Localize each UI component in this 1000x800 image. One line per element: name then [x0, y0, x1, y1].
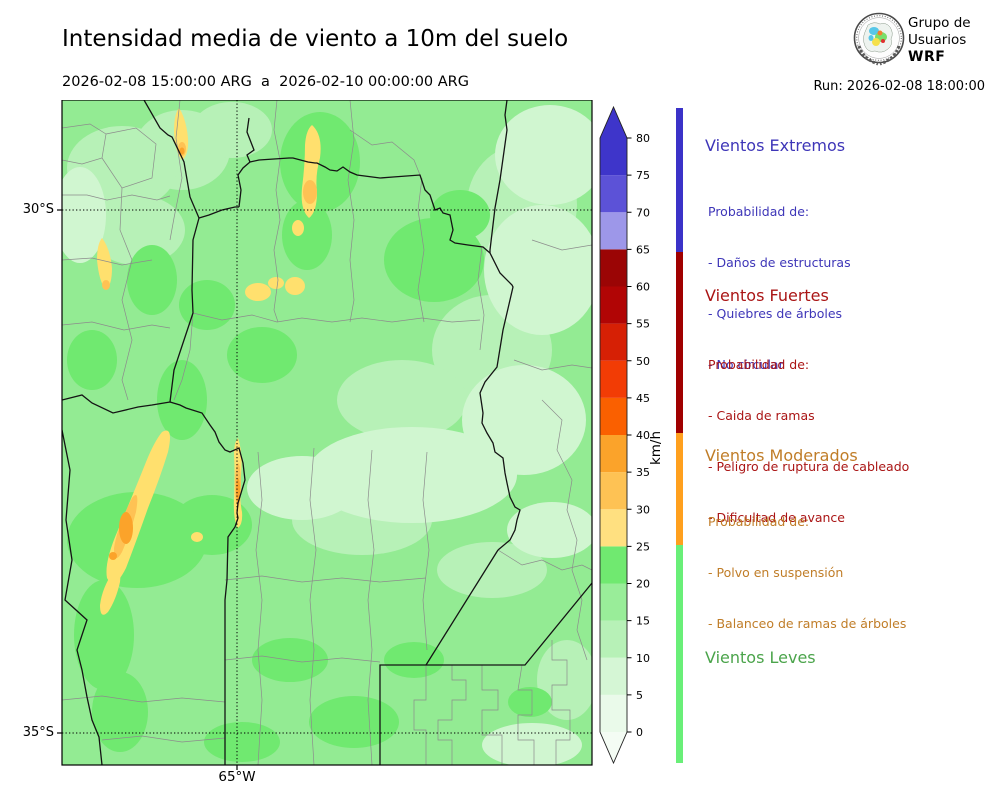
- logo-caption-line3: WRF: [908, 49, 946, 65]
- colorbar-tick-label: 10: [636, 652, 650, 665]
- model-run-label: Run: 2026-02-08 18:00:00: [813, 79, 985, 94]
- colorbar-segment: [600, 249, 627, 287]
- colorbar-tick-label: 20: [636, 578, 650, 591]
- colorbar-tick-label: 25: [636, 540, 650, 553]
- colorbar-segment: [600, 620, 627, 658]
- colorbar-tick-label: 60: [636, 281, 650, 294]
- legend-item: - Caida de ramas: [708, 408, 815, 423]
- wind-intensity-field: [62, 100, 592, 765]
- department-borders: [62, 100, 592, 765]
- legend-body-moderados: Probabilidad de: - Polvo en suspensión -…: [708, 479, 906, 666]
- logo-caption-line1: Grupo de: [908, 15, 971, 31]
- legend-intro: Probabilidad de:: [708, 204, 810, 219]
- legend-title-moderados: Vientos Moderados: [705, 446, 858, 465]
- colorbar-over-arrow: [600, 107, 627, 138]
- logo-caption: Grupo de Usuarios WRF: [908, 15, 971, 66]
- page-title: Intensidad media de viento a 10m del sue…: [62, 26, 569, 52]
- legend-title-fuertes: Vientos Fuertes: [705, 286, 829, 305]
- legend-strip-fuertes: [676, 252, 683, 433]
- legend-strip-leves: [676, 545, 683, 763]
- colorbar-segment: [600, 212, 627, 250]
- colorbar: 0 5 10 15 20 25 30 35 40 45 50 55 60 65 70 75 80 km/h: [599, 105, 664, 765]
- colorbar-segment: [600, 138, 627, 176]
- colorbar-tick-label: 5: [636, 689, 643, 702]
- lat-label-35s: 35°S: [22, 725, 54, 740]
- legend-strip-extremos: [676, 108, 683, 252]
- legend-item: - Dificultad de avance: [708, 510, 845, 525]
- map-frame: [61, 100, 593, 766]
- colorbar-tick-label: 30: [636, 503, 650, 516]
- legend-body-fuertes: Probabilidad de: - Caida de ramas - Peli…: [708, 322, 909, 560]
- legend-body-extremos: Probabilidad de: - Daños de estructuras …: [708, 169, 851, 407]
- legend-intro: Probabilidad de:: [708, 514, 810, 529]
- legend-item: - No circular: [708, 357, 784, 372]
- colorbar-segment: [600, 546, 627, 584]
- valid-period-label: 2026-02-08 15:00:00 ARG a 2026-02-10 00:…: [62, 74, 469, 90]
- legend-item: - Balanceo de ramas de árboles: [708, 616, 907, 631]
- colorbar-tick-label: 40: [636, 429, 650, 442]
- colorbar-tick-label: 70: [636, 206, 650, 219]
- logo-caption-line2: Usuarios: [908, 32, 967, 48]
- colorbar-segment: [600, 509, 627, 547]
- colorbar-tick-label: 15: [636, 615, 650, 628]
- province-borders: [62, 100, 592, 765]
- colorbar-segment: [600, 472, 627, 510]
- colorbar-tick-label: 50: [636, 355, 650, 368]
- colorbar-segment: [600, 323, 627, 361]
- legend-intro: Probabilidad de:: [708, 357, 810, 372]
- legend-item: - Daños de estructuras: [708, 255, 851, 270]
- legend-title-extremos: Vientos Extremos: [705, 136, 846, 155]
- colorbar-segment: [600, 694, 627, 732]
- colorbar-tick-label: 45: [636, 392, 650, 405]
- legend-strip-moderados: [676, 433, 683, 545]
- colorbar-tick-label: 65: [636, 243, 650, 256]
- legend-item: - Polvo en suspensión: [708, 565, 844, 580]
- colorbar-segment: [600, 286, 627, 324]
- axis-ticks: [57, 209, 238, 770]
- colorbar-under-arrow: [600, 732, 627, 763]
- colorbar-segment: [600, 657, 627, 695]
- colorbar-segment: [600, 583, 627, 621]
- wind-intensity-map: [57, 100, 593, 770]
- legend-item: - Quiebres de árboles: [708, 306, 843, 321]
- wrf-group-logo-icon: [853, 12, 905, 66]
- colorbar-tick-label: 80: [636, 132, 650, 145]
- legend-item: - Peligro de ruptura de cableado: [708, 459, 910, 474]
- colorbar-tick-label: 55: [636, 318, 650, 331]
- lat-label-30s: 30°S: [22, 202, 54, 217]
- colorbar-segment: [600, 175, 627, 213]
- colorbar-tick-label: 75: [636, 169, 650, 182]
- legend-title-leves: Vientos Leves: [705, 648, 816, 667]
- colorbar-segment: [600, 435, 627, 473]
- colorbar-tick-label: 35: [636, 466, 650, 479]
- colorbar-segment: [600, 360, 627, 398]
- colorbar-unit-label: km/h: [648, 431, 664, 465]
- colorbar-segment: [600, 397, 627, 435]
- colorbar-tick-label: 0: [636, 726, 643, 739]
- lon-label-65w: 65°W: [218, 769, 256, 785]
